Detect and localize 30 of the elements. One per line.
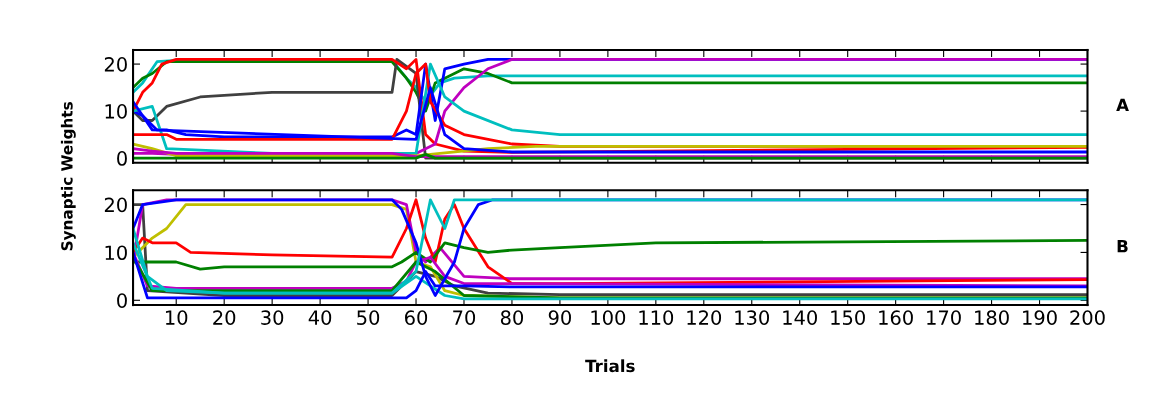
x-tick-label: 190 — [1023, 310, 1057, 325]
x-tick-label: 180 — [975, 310, 1009, 325]
x-tick-label: 60 — [405, 310, 428, 325]
y-tick-label: 20 — [104, 57, 127, 72]
x-tick-label: 100 — [591, 310, 626, 325]
x-axis-title: Trials — [585, 359, 635, 373]
text: A — [1116, 98, 1129, 111]
x-tick-label: 70 — [453, 310, 476, 325]
x-tick-label: 40 — [308, 310, 332, 325]
y-tick-label: 10 — [105, 104, 127, 119]
y-tick-label: 0 — [117, 151, 127, 166]
x-tick-label: 80 — [500, 310, 524, 325]
x-tick-label: 50 — [357, 310, 380, 325]
y-axis-title: Synaptic Weights — [60, 102, 76, 251]
y-tick-label: 20 — [104, 197, 127, 213]
x-tick-label: 10 — [165, 310, 188, 325]
x-tick-label: 140 — [783, 310, 817, 325]
x-tick-label: 170 — [927, 310, 961, 325]
x-tick-label: 20 — [213, 310, 236, 325]
x-tick-label: 110 — [639, 310, 674, 325]
x-tick-label: 160 — [879, 310, 913, 325]
y-tick-label: 10 — [105, 245, 127, 261]
x-tick-label: 200 — [1070, 310, 1105, 325]
x-tick-label: 150 — [831, 310, 865, 325]
y-tick-label: 0 — [117, 293, 127, 308]
x-tick-label: 130 — [735, 310, 770, 325]
x-tick-label: 90 — [548, 310, 571, 325]
x-tick-label: 120 — [687, 310, 722, 325]
text: B — [1117, 240, 1128, 253]
x-tick-label: 30 — [261, 310, 284, 325]
